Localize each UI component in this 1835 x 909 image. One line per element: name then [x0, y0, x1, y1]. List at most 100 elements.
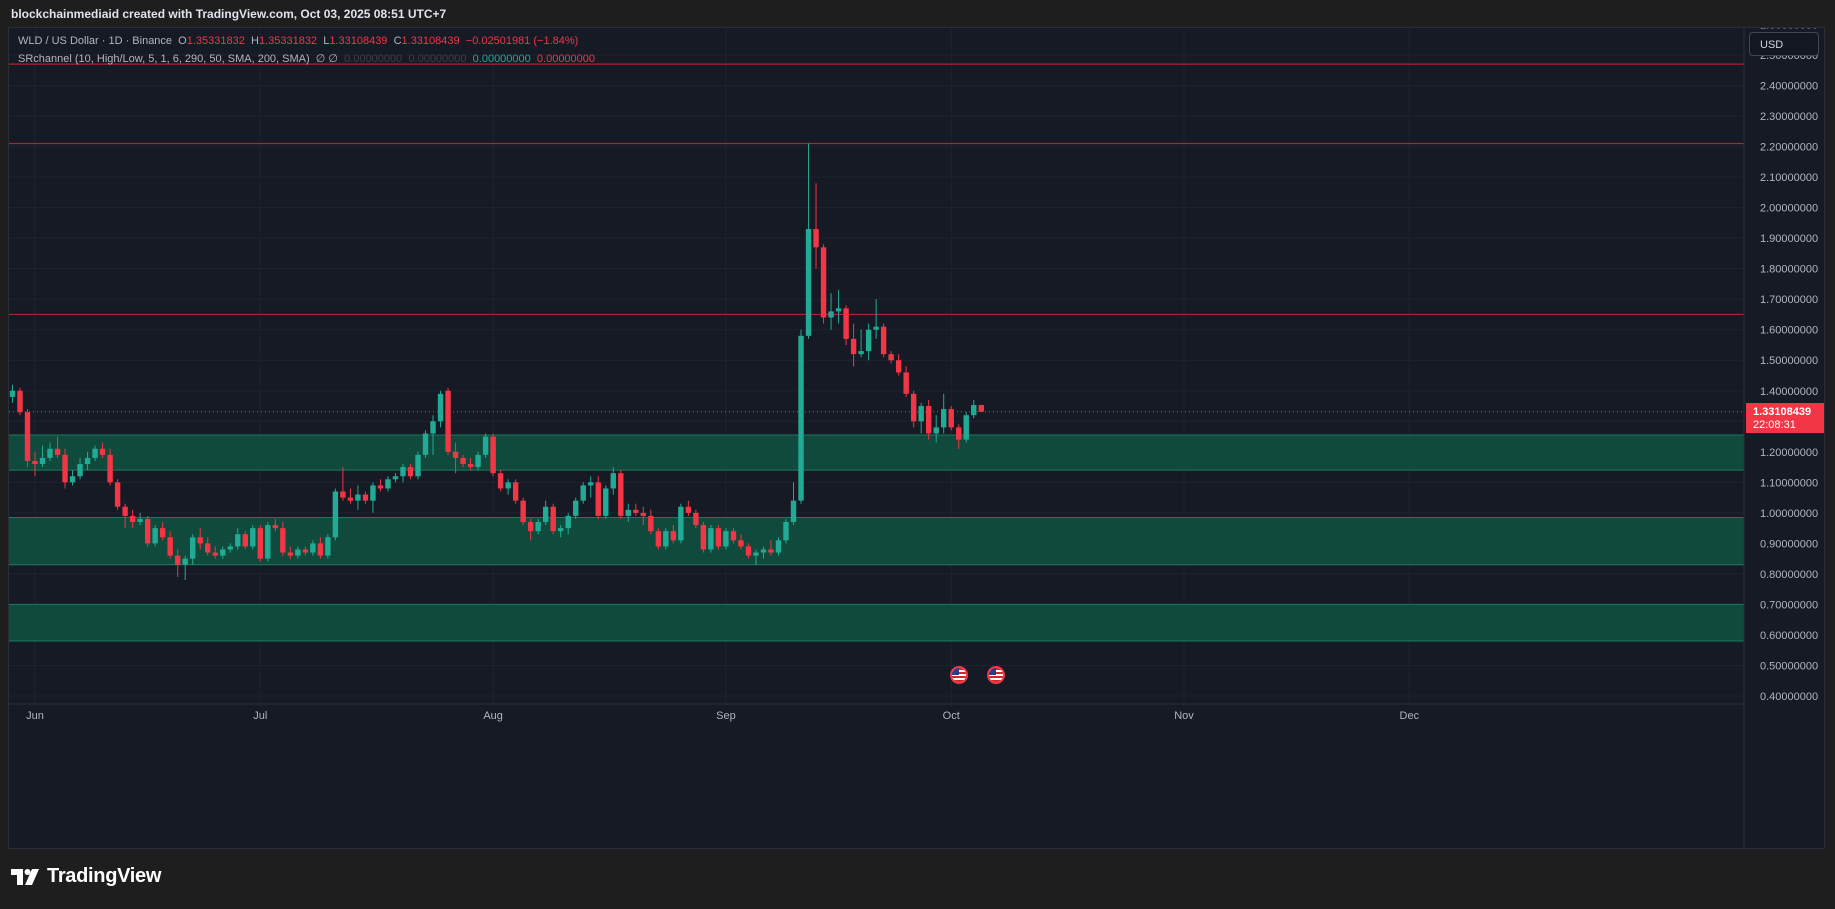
candle-body: [505, 482, 511, 489]
candles: [9, 143, 984, 581]
candle-body: [558, 528, 564, 532]
candle-body: [129, 515, 136, 523]
candle-body: [730, 531, 737, 541]
close-value: 1.33108439: [401, 35, 460, 47]
indicator-symbols: ∅ ∅: [315, 53, 339, 65]
candle-body: [47, 448, 53, 458]
symbol-name[interactable]: WLD / US Dollar · 1D · Binance: [18, 35, 173, 47]
candle-body: [843, 308, 849, 339]
price-tick-label: 0.40000000: [1760, 691, 1818, 703]
bar-countdown: 22:08:31: [1753, 418, 1796, 431]
candle-body: [242, 534, 248, 547]
candle-body: [708, 528, 714, 550]
symbol-legend[interactable]: WLD / US Dollar · 1D · Binance O 1.353318…: [18, 35, 578, 47]
price-tick-label: 0.50000000: [1760, 660, 1818, 672]
price-tick-label: 0.60000000: [1760, 630, 1818, 642]
candle-body: [437, 393, 444, 422]
candle-body: [347, 497, 354, 501]
price-tick-label: 0.90000000: [1760, 538, 1818, 550]
candle-body: [715, 528, 722, 547]
change-value: −0.02501981 (−1.84%): [465, 35, 579, 47]
candle-body: [445, 390, 451, 452]
candle-body: [17, 390, 23, 413]
candle-body: [92, 448, 98, 458]
candlestick-chart[interactable]: 0.40000000 0.50000000 0.60000000 0.70000000…: [9, 28, 1824, 848]
candle-body: [122, 506, 128, 516]
price-tick-label: 1.10000000: [1760, 477, 1818, 489]
time-axis: Jun Jul Aug Sep Oct Nov Dec: [9, 703, 1744, 722]
attribution-bar: blockchainmediaid created with TradingVi…: [0, 0, 1835, 27]
candle-body: [903, 372, 909, 394]
price-tick-label: 1.70000000: [1760, 294, 1818, 306]
candle-body: [340, 491, 346, 498]
candle-body: [99, 448, 106, 455]
flag-canton: [989, 668, 997, 675]
candle-body: [415, 454, 421, 477]
candle-body: [212, 552, 218, 556]
candle-body: [317, 543, 324, 556]
indicator-legend[interactable]: SRchannel (10, High/Low, 5, 1, 6, 290, 5…: [18, 52, 595, 65]
indicator-value-3: 0.00000000: [472, 53, 531, 65]
candle-body: [32, 460, 38, 465]
candle-body: [144, 518, 151, 544]
candle-body: [603, 488, 609, 516]
candle-body: [220, 549, 226, 556]
tradingview-logo[interactable]: TradingView: [11, 865, 161, 888]
candle-body: [670, 531, 677, 541]
candle-body: [280, 528, 286, 553]
candle-body: [790, 500, 797, 523]
candle-body: [798, 335, 804, 501]
candle-body: [888, 354, 894, 361]
candle-body: [250, 528, 256, 547]
candle-body: [865, 329, 872, 352]
candle-body: [820, 247, 827, 318]
flag-canton: [951, 668, 959, 675]
us-flag-icon[interactable]: [949, 666, 968, 684]
candle-body: [475, 454, 481, 468]
candle-body: [550, 506, 556, 532]
candle-body: [813, 228, 819, 248]
open-label: O: [178, 35, 187, 47]
indicator-value-1: 0.00000000: [344, 53, 403, 65]
candle-body: [310, 543, 316, 553]
currency-button[interactable]: USD: [1749, 32, 1819, 56]
candle-body: [925, 406, 932, 434]
time-tick-label: Dec: [1400, 710, 1420, 722]
price-tick-label: 0.80000000: [1760, 569, 1818, 581]
candle-body: [325, 537, 331, 556]
candle-body: [362, 494, 369, 501]
time-tick-label: Nov: [1174, 710, 1194, 722]
candle-body: [167, 537, 173, 556]
candle-body: [595, 482, 601, 516]
indicator-name[interactable]: SRchannel (10, High/Low, 5, 1, 6, 290, 5…: [18, 53, 310, 65]
candle-body: [77, 464, 83, 477]
chart-panel[interactable]: 0.40000000 0.50000000 0.60000000 0.70000000…: [8, 27, 1825, 849]
price-axis: 0.40000000 0.50000000 0.60000000 0.70000000…: [1743, 28, 1818, 848]
low-label: L: [323, 35, 330, 47]
candle-body: [257, 528, 263, 559]
sr-zone: [9, 435, 1744, 471]
candle-body: [107, 454, 113, 483]
footer-bar: TradingView: [0, 849, 1835, 909]
candle-body: [182, 558, 188, 565]
candle-body: [610, 473, 616, 489]
candle-body: [948, 409, 954, 428]
last-price-value: 1.33108439: [1753, 405, 1812, 418]
candle-body: [580, 485, 586, 501]
candle-body: [633, 509, 639, 513]
indicator-value-2: 0.00000000: [408, 53, 467, 65]
candle-body: [467, 464, 474, 468]
price-tick-label: 1.60000000: [1760, 325, 1818, 337]
candle-body: [880, 326, 887, 355]
high-value: 1.35331832: [258, 35, 318, 47]
candle-body: [655, 531, 662, 547]
time-tick-label: Jun: [26, 710, 44, 722]
candle-body: [174, 555, 181, 565]
candle-body: [753, 552, 759, 556]
candle-body: [910, 393, 917, 422]
candle-body: [873, 326, 879, 330]
candle-body: [295, 549, 301, 556]
candle-body: [114, 482, 121, 507]
us-flag-icon[interactable]: [987, 666, 1006, 684]
candle-body: [159, 528, 166, 538]
